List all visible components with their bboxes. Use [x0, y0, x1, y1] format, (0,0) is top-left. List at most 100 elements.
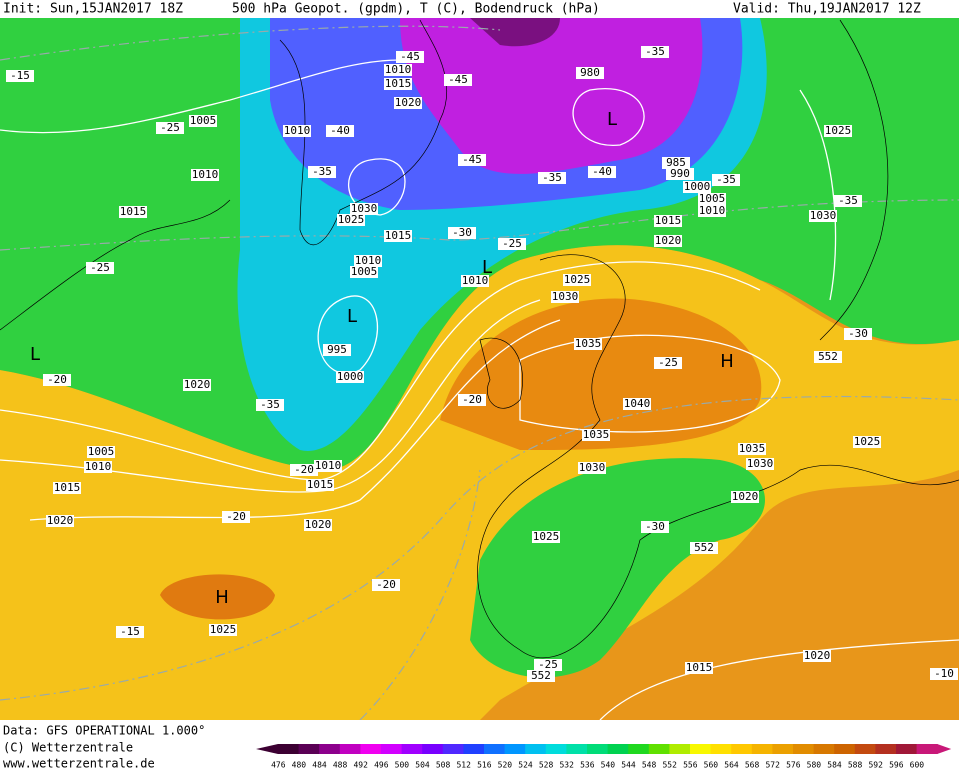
pressure-center: L	[347, 306, 357, 327]
contour-label: 552	[818, 350, 838, 363]
colorbar-label: 484	[312, 761, 327, 770]
label-box	[576, 67, 604, 79]
colorbar-label: 496	[374, 761, 389, 770]
colorbar-label: 528	[539, 761, 554, 770]
colorbar-swatch	[545, 744, 567, 754]
colorbar-swatch	[381, 744, 403, 754]
contour-label: 1035	[583, 428, 610, 441]
contour-label: -25	[538, 658, 558, 671]
contour-label: 1020	[47, 514, 74, 527]
pressure-center: L	[607, 109, 617, 130]
contour-label: -35	[645, 45, 665, 58]
contour-label: -25	[90, 261, 110, 274]
label-box	[685, 662, 713, 674]
contour-label: -40	[330, 124, 350, 137]
label-box	[538, 172, 566, 184]
colorbar-swatch	[710, 744, 732, 754]
label-box	[384, 64, 412, 76]
contour-label: -35	[542, 171, 562, 184]
label-box	[119, 206, 147, 218]
contour-label: 1030	[552, 290, 579, 303]
label-box	[43, 374, 71, 386]
colorbar-label: 580	[807, 761, 822, 770]
label-box	[87, 446, 115, 458]
contour-label: 1010	[192, 168, 219, 181]
contour-label: -40	[592, 165, 612, 178]
label-box	[824, 125, 852, 137]
label-box	[578, 462, 606, 474]
contour-label: 1020	[184, 378, 211, 391]
label-box	[551, 291, 579, 303]
label-box	[844, 328, 872, 340]
label-box	[156, 122, 184, 134]
colorbar-swatch	[813, 744, 835, 754]
colorbar-swatch	[504, 744, 526, 754]
label-box	[662, 157, 690, 169]
colorbar-label: 568	[745, 761, 760, 770]
label-box	[6, 70, 34, 82]
contour-label: -45	[448, 73, 468, 86]
colorbar-swatch	[319, 744, 341, 754]
label-box	[394, 97, 422, 109]
label-box	[690, 542, 718, 554]
colorbar-swatch	[854, 744, 876, 754]
colorbar-label: 492	[353, 761, 368, 770]
contour-label: -45	[462, 153, 482, 166]
label-box	[337, 214, 365, 226]
colorbar-swatch	[731, 744, 753, 754]
label-box	[283, 125, 311, 137]
contour-label: 1020	[655, 234, 682, 247]
colorbar-label: 544	[621, 761, 636, 770]
label-box	[527, 670, 555, 682]
map-title: 500 hPa Geopot. (gpdm), T (C), Bodendruc…	[232, 2, 600, 17]
colorbar-label: 560	[704, 761, 719, 770]
contour-label: 1015	[686, 661, 713, 674]
colorbar-swatch	[751, 744, 773, 754]
label-box	[461, 275, 489, 287]
valid-time: Valid: Thu,19JAN2017 12Z	[733, 2, 921, 17]
contour-label: 1010	[85, 460, 112, 473]
colorbar-label: 536	[580, 761, 595, 770]
colorbar-label: 488	[333, 761, 348, 770]
colorbar-swatch	[875, 744, 897, 754]
colorbar-label: 564	[724, 761, 739, 770]
contour-label: 552	[531, 669, 551, 682]
label-box	[189, 115, 217, 127]
label-box	[534, 659, 562, 671]
label-box	[803, 650, 831, 662]
colorbar-label: 520	[498, 761, 513, 770]
label-box	[53, 482, 81, 494]
contour-label: 1000	[337, 370, 364, 383]
colorbar-swatch	[669, 744, 691, 754]
label-box	[86, 262, 114, 274]
contour-label: 1010	[699, 204, 726, 217]
pressure-center: L	[482, 257, 492, 278]
label-box	[448, 227, 476, 239]
label-box	[712, 174, 740, 186]
contour-label: -25	[160, 121, 180, 134]
url: www.wetterzentrale.de	[3, 757, 155, 771]
label-box	[814, 351, 842, 363]
pressure-center: L	[30, 344, 40, 365]
label-box	[698, 193, 726, 205]
contour-label: 1015	[54, 481, 81, 494]
contour-label: 1030	[579, 461, 606, 474]
colorbar-label: 524	[518, 761, 533, 770]
colorbar-label: 540	[601, 761, 616, 770]
colorbar-label: 500	[395, 761, 410, 770]
init-time: Init: Sun,15JAN2017 18Z	[3, 2, 183, 17]
contour-label: -35	[716, 173, 736, 186]
colorbar-swatch	[442, 744, 464, 754]
pressure-center: H	[215, 587, 229, 608]
colorbar-label: 476	[271, 761, 286, 770]
label-box	[350, 266, 378, 278]
contour-label: 1015	[385, 229, 412, 242]
colorbar-label: 584	[827, 761, 842, 770]
contour-label: 1020	[804, 649, 831, 662]
contour-label: 1005	[190, 114, 217, 127]
contour-label: -35	[312, 165, 332, 178]
contour-label: 1000	[684, 180, 711, 193]
label-box	[582, 429, 610, 441]
label-box	[654, 215, 682, 227]
